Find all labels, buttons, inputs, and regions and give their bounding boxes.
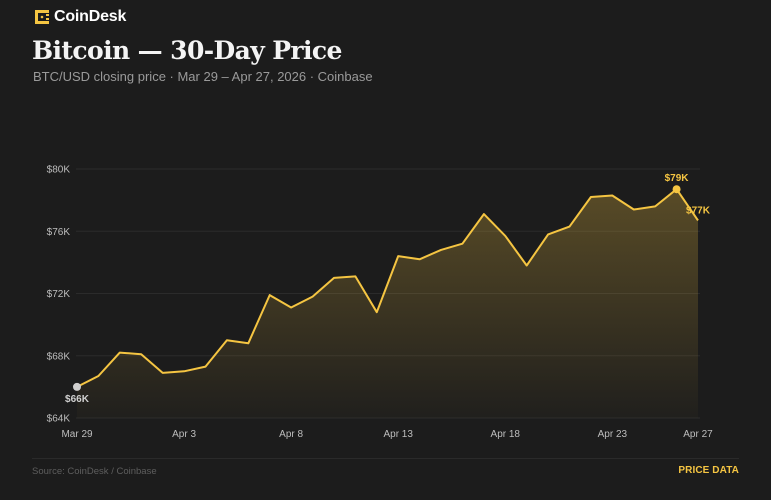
y-tick-label: $80K bbox=[47, 165, 71, 176]
footer-divider bbox=[32, 458, 739, 459]
x-tick-label: Apr 23 bbox=[598, 429, 628, 440]
y-tick-label: $76K bbox=[47, 227, 71, 238]
peak-value-label: $79K bbox=[665, 173, 690, 184]
x-axis: Mar 29 Apr 3 Apr 8 Apr 13 Apr 18 Apr 23 Apr 27 bbox=[61, 429, 713, 440]
x-tick-label: Mar 29 bbox=[61, 429, 93, 440]
start-point-marker bbox=[73, 382, 81, 391]
y-tick-label: $64K bbox=[47, 414, 71, 425]
brand-name: CoinDesk bbox=[54, 8, 127, 25]
x-tick-label: Apr 13 bbox=[383, 429, 413, 440]
start-value-label: $66K bbox=[65, 394, 90, 405]
chart-title: Bitcoin — 30-Day Price bbox=[32, 36, 342, 65]
x-tick-label: Apr 18 bbox=[491, 429, 521, 440]
last-value-label: $77K bbox=[686, 205, 711, 216]
annotations: $66K $79K $77K bbox=[65, 173, 711, 405]
y-tick-label: $68K bbox=[47, 351, 71, 362]
y-axis: $80K $76K $72K $68K $64K bbox=[47, 165, 71, 425]
x-tick-label: Apr 27 bbox=[683, 429, 713, 440]
coindesk-logo-icon bbox=[35, 10, 49, 24]
peak-point-marker bbox=[672, 185, 681, 194]
chart-subtitle: BTC/USD closing price · Mar 29 – Apr 27,… bbox=[33, 69, 373, 84]
brand: CoinDesk bbox=[34, 8, 126, 26]
price-data-tag: PRICE DATA bbox=[678, 465, 739, 476]
price-area bbox=[77, 189, 698, 418]
y-tick-label: $72K bbox=[47, 289, 71, 300]
x-tick-label: Apr 8 bbox=[279, 429, 303, 440]
x-tick-label: Apr 3 bbox=[172, 429, 196, 440]
price-line bbox=[76, 188, 699, 388]
footer-source: Source: CoinDesk / Coinbase bbox=[32, 466, 157, 477]
